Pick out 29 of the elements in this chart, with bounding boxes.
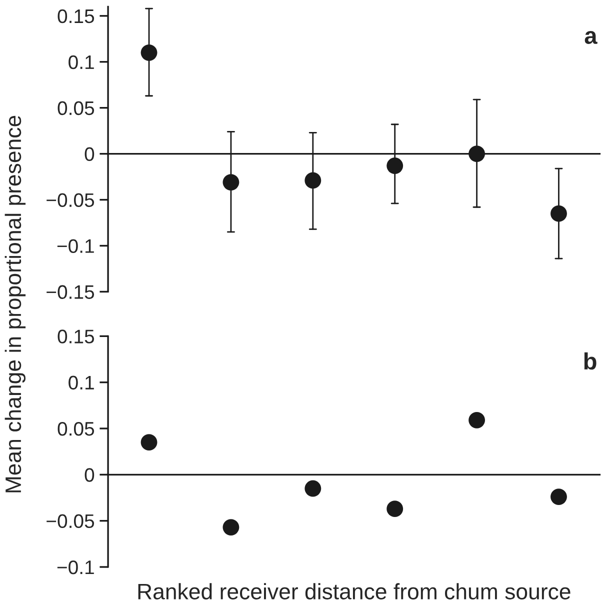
y-tick-label: 0.15 — [58, 9, 94, 24]
point — [304, 480, 322, 497]
point — [550, 205, 567, 222]
annotation: b — [584, 352, 596, 370]
y-axis-title: Mean change in proportional presence — [4, 116, 26, 492]
y-tick-label: 0 — [84, 147, 94, 162]
y-tick-label: −0.1 — [57, 560, 94, 574]
y-tick-label: 0.15 — [58, 330, 94, 344]
y-tick-label: 0.05 — [58, 101, 94, 116]
point — [386, 500, 404, 518]
point — [386, 158, 404, 174]
point — [222, 519, 240, 536]
point — [304, 172, 322, 189]
point — [468, 146, 486, 162]
y-tick-label: 0.1 — [68, 55, 94, 70]
point — [468, 412, 486, 428]
x-axis-title: Ranked receiver distance from chum source — [138, 583, 570, 600]
y-tick-label: 0.1 — [68, 376, 94, 390]
point — [550, 488, 567, 506]
point — [140, 434, 158, 451]
y-tick-label: −0.05 — [46, 514, 94, 528]
annotation: a — [584, 31, 598, 44]
y-tick-label: −0.15 — [46, 285, 94, 299]
y-tick-label: 0.05 — [58, 422, 94, 436]
y-tick-label: 0 — [84, 468, 94, 482]
point — [222, 174, 240, 191]
point — [140, 44, 158, 61]
y-tick-label: −0.1 — [57, 239, 94, 253]
y-tick-label: −0.05 — [46, 193, 94, 208]
